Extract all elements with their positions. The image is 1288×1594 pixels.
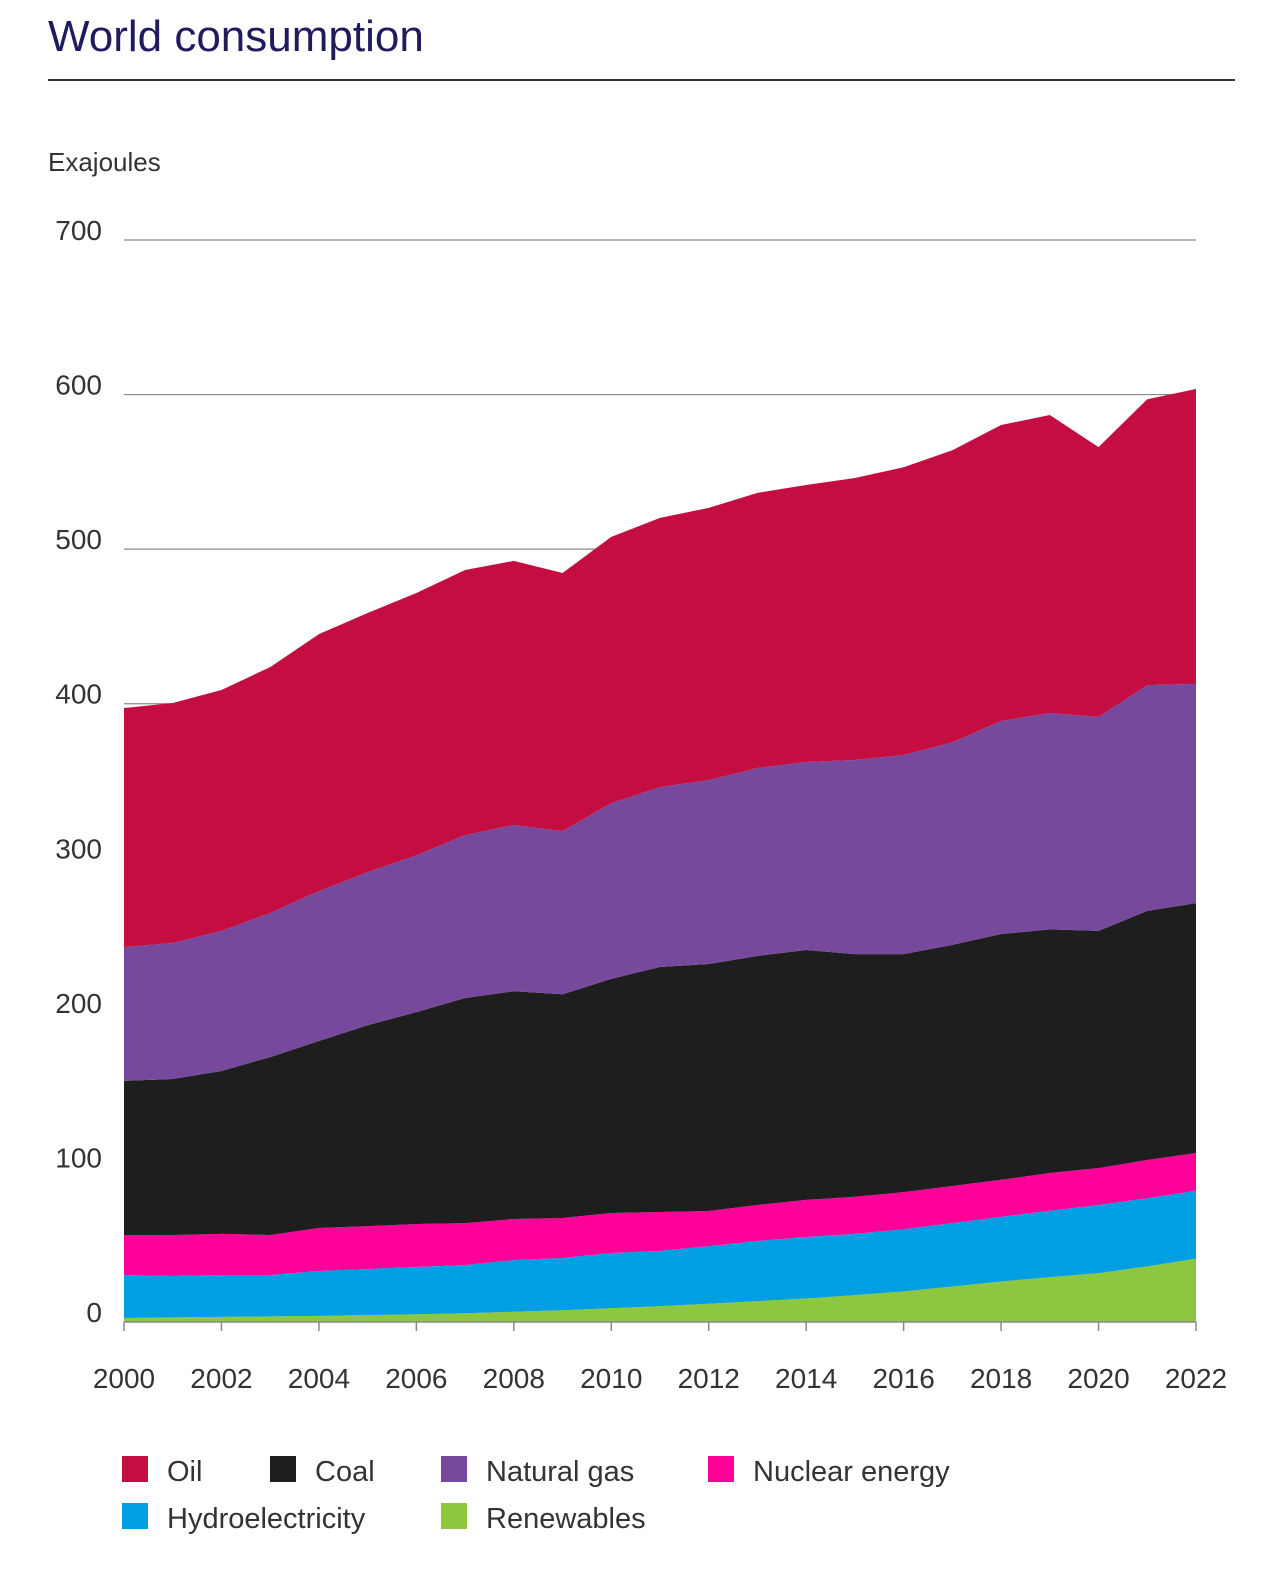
legend-label: Natural gas bbox=[486, 1456, 634, 1488]
y-axis-label: Exajoules bbox=[48, 147, 161, 177]
legend-label: Oil bbox=[167, 1456, 202, 1488]
x-tick-label: 2008 bbox=[483, 1363, 545, 1394]
x-tick-label: 2006 bbox=[385, 1363, 447, 1394]
legend-label: Coal bbox=[315, 1456, 375, 1488]
legend-label: Renewables bbox=[486, 1503, 646, 1535]
legend-label: Hydroelectricity bbox=[167, 1503, 366, 1535]
legend-label: Nuclear energy bbox=[753, 1456, 950, 1488]
legend-swatch bbox=[122, 1503, 148, 1529]
x-tick-label: 2016 bbox=[872, 1363, 934, 1394]
x-tick-label: 2004 bbox=[288, 1363, 350, 1394]
title-divider bbox=[48, 79, 1235, 81]
area-oil bbox=[124, 389, 1196, 948]
chart-title: World consumption bbox=[48, 12, 424, 61]
y-tick-label: 300 bbox=[55, 833, 102, 864]
x-tick-label: 2012 bbox=[678, 1363, 740, 1394]
legend-swatch bbox=[270, 1456, 296, 1482]
x-tick-label: 2014 bbox=[775, 1363, 837, 1394]
legend-swatch bbox=[708, 1456, 734, 1482]
x-tick-label: 2002 bbox=[190, 1363, 252, 1394]
y-tick-label: 600 bbox=[55, 370, 102, 401]
y-tick-label: 100 bbox=[55, 1142, 102, 1173]
area-nuclear-energy bbox=[124, 1153, 1196, 1276]
x-tick-label: 2000 bbox=[93, 1363, 155, 1394]
legend-swatch bbox=[441, 1456, 467, 1482]
y-tick-label: 0 bbox=[86, 1297, 102, 1328]
x-tick-label: 2022 bbox=[1165, 1363, 1227, 1394]
y-tick-label: 400 bbox=[55, 679, 102, 710]
area-hydroelectricity bbox=[124, 1190, 1196, 1318]
area-renewables bbox=[124, 1258, 1196, 1322]
x-tick-label: 2010 bbox=[580, 1363, 642, 1394]
legend-swatch bbox=[441, 1503, 467, 1529]
y-tick-label: 700 bbox=[55, 215, 102, 246]
y-tick-label: 200 bbox=[55, 988, 102, 1019]
area-natural-gas bbox=[124, 683, 1196, 1081]
x-tick-label: 2020 bbox=[1067, 1363, 1129, 1394]
legend-swatch bbox=[122, 1456, 148, 1482]
y-tick-label: 500 bbox=[55, 524, 102, 555]
area-coal bbox=[124, 903, 1196, 1235]
x-tick-label: 2018 bbox=[970, 1363, 1032, 1394]
